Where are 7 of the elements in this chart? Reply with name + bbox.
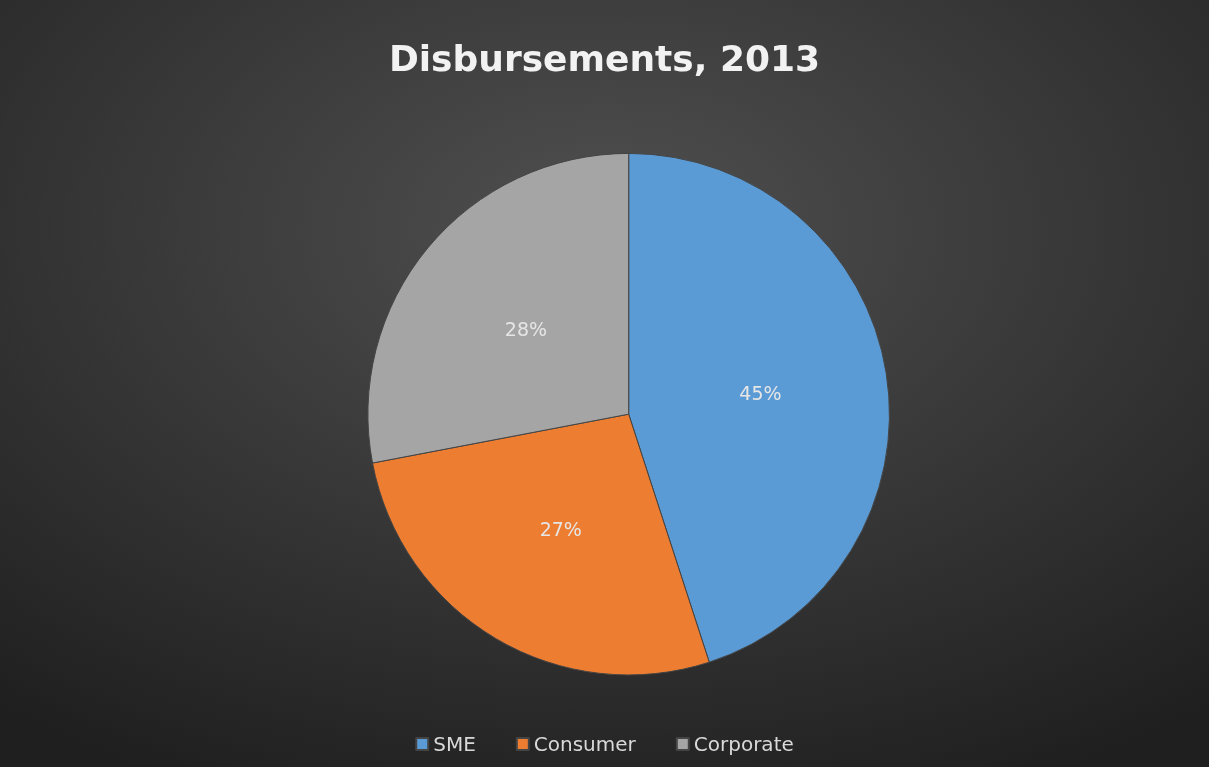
legend-label: Consumer — [533, 732, 637, 756]
legend-label: Corporate — [693, 732, 794, 756]
chart-title: Disbursements, 2013 — [388, 37, 821, 79]
data-label: 27% — [539, 517, 582, 540]
legend-label: SME — [433, 732, 476, 756]
data-label: 28% — [504, 318, 548, 341]
data-label: 45% — [739, 382, 782, 405]
